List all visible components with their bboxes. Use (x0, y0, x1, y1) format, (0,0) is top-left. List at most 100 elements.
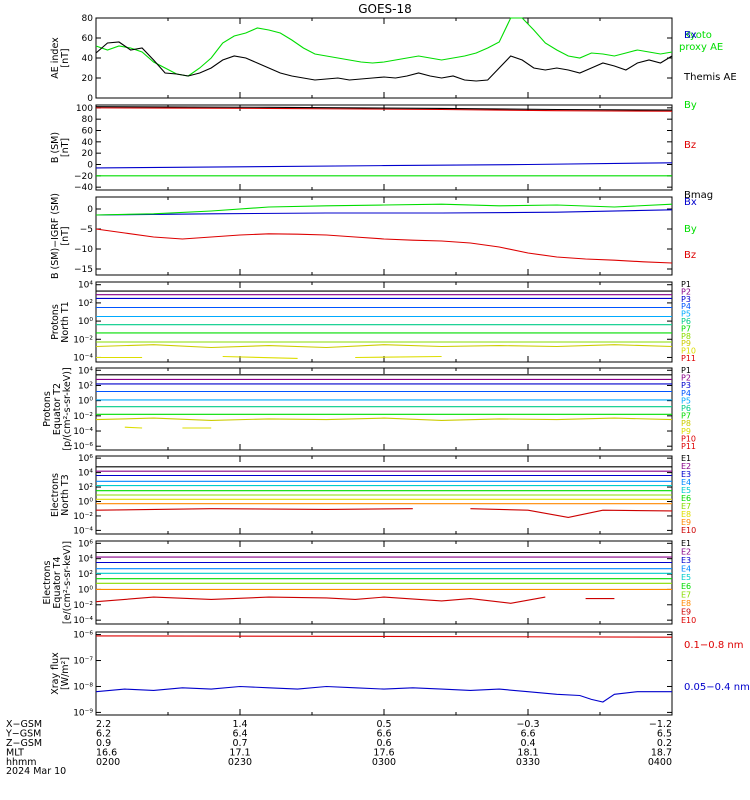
legend-themis-ae: Themis AE (683, 72, 737, 83)
series-line-p9 (95, 344, 673, 349)
series-line-0-1-0-8-nm (95, 635, 673, 638)
legend-bmag: Bmag (684, 190, 713, 201)
y-tick-label: 10⁻⁴ (73, 353, 93, 363)
y-tick-label: 10⁰ (78, 317, 93, 327)
legend-p8: P8 (681, 419, 691, 428)
series-line-bx (95, 209, 673, 216)
legend-e5: E5 (681, 486, 691, 495)
footer-value: 17.6 (373, 748, 394, 759)
y-axis-label: B (SM)[nT] (50, 132, 71, 163)
legend-e6: E6 (681, 494, 691, 503)
y-axis-label-line: B (SM) (50, 132, 61, 163)
y-axis-label-line: [e/(cm²-s-sr-keV)] (62, 541, 73, 624)
footer-value: −0.3 (516, 719, 539, 730)
legend-e9: E9 (681, 607, 691, 616)
y-tick-label: −10 (74, 245, 93, 255)
footer-value: 0330 (516, 757, 540, 768)
y-tick-label: 10⁻⁷ (73, 657, 93, 667)
footer-value: −1.2 (649, 719, 672, 730)
y-tick-label: 10⁰ (78, 397, 93, 407)
footer-value: 16.6 (96, 748, 117, 759)
legend-e1: E1 (681, 539, 691, 548)
y-axis-label-line: [p/(cm²-s-sr-keV)] (62, 367, 73, 450)
y-axis-label-line: [nT] (60, 48, 71, 67)
y-tick-label: 20 (82, 74, 94, 84)
legend-e2: E2 (681, 548, 691, 557)
series-line-bz (95, 228, 673, 264)
series-line-bz (95, 107, 673, 112)
y-tick-label: 10⁰ (78, 498, 93, 508)
legend-p5: P5 (681, 310, 691, 319)
y-axis-label-line: Equator T4 (52, 556, 63, 608)
legend-e2: E2 (681, 462, 691, 471)
footer-value: 18.1 (517, 748, 538, 759)
y-tick-label: 10² (78, 299, 93, 309)
legend-e4: E4 (681, 478, 691, 487)
legend-p4: P4 (681, 389, 691, 398)
y-tick-label: 20 (82, 149, 94, 159)
y-tick-label: −5 (80, 225, 93, 235)
legend-0-1-0-8-nm: 0.1−0.8 nm (684, 640, 743, 651)
y-tick-label: 10⁻⁴ (73, 526, 93, 536)
legend-e9: E9 (681, 518, 691, 527)
legend-p5: P5 (681, 396, 691, 405)
legend-e3: E3 (681, 470, 691, 479)
legend-p2: P2 (681, 287, 691, 296)
y-tick-label: −15 (74, 265, 93, 275)
footer-value: 17.1 (229, 748, 250, 759)
y-tick-label: 10⁻⁴ (73, 616, 93, 626)
plot-frame (95, 17, 673, 99)
footer-value: 0230 (228, 757, 252, 768)
legend-e1: E1 (681, 454, 691, 463)
legend-p10: P10 (681, 434, 696, 443)
y-tick-label: 60 (82, 34, 94, 44)
y-tick-label: 60 (82, 127, 94, 137)
legend-p9: P9 (681, 339, 691, 348)
y-axis-label: ElectronsEquator T4[e/(cm²-s-sr-keV)] (42, 541, 73, 624)
legend-e4: E4 (681, 565, 691, 574)
footer-row-label: X−GSM (6, 719, 42, 730)
legend-bx: Bx (684, 197, 697, 208)
legend-0-05-0-4-nm: 0.05−0.4 nm (684, 682, 750, 693)
y-axis-label-line: North T3 (60, 474, 71, 515)
footer-value: 6.2 (96, 729, 111, 740)
y-tick-label: 10⁻⁶ (73, 631, 93, 641)
y-tick-label: 10⁴ (78, 555, 93, 565)
y-axis-label-line: Xray flux (50, 652, 61, 695)
y-axis-label: B (SM)−IGRF (SM)[nT] (50, 193, 71, 279)
legend-bz: Bz (684, 250, 696, 261)
y-tick-label: −40 (74, 183, 93, 193)
y-tick-label: 10⁻² (73, 512, 93, 522)
legend-p8: P8 (681, 332, 691, 341)
legend-e8: E8 (681, 599, 691, 608)
y-tick-label: 10² (78, 483, 93, 493)
legend-p1: P1 (681, 366, 691, 375)
y-tick-label: 10⁻² (73, 601, 93, 611)
y-tick-label: 10⁴ (78, 366, 93, 376)
y-axis-label: ElectronsNorth T3 (50, 473, 71, 517)
y-tick-label: 100 (76, 104, 93, 114)
y-tick-label: 40 (82, 54, 94, 64)
y-tick-label: 10⁻² (73, 335, 93, 345)
legend-p11: P11 (681, 354, 696, 363)
y-axis-label: AE index[nT] (50, 37, 71, 79)
series-line-by (95, 203, 673, 216)
y-axis-label-line: North T1 (60, 301, 71, 342)
y-tick-label: 10⁻⁸ (73, 682, 93, 692)
footer-value: 0.4 (520, 738, 535, 749)
y-axis-label-line: Protons (42, 391, 53, 427)
y-tick-label: 0 (87, 205, 93, 215)
plot-frame (95, 631, 673, 716)
footer-value: 0400 (648, 757, 672, 768)
y-axis-label-line: Electrons (42, 560, 53, 604)
plot-frame (95, 367, 673, 451)
series-line-e9 (95, 596, 615, 604)
legend-kyoto-proxy-ae: Kyoto (684, 30, 712, 41)
footer-value: 18.7 (651, 748, 672, 759)
footer-row-label: Z−GSM (6, 738, 42, 749)
series-line-p9 (124, 426, 212, 429)
